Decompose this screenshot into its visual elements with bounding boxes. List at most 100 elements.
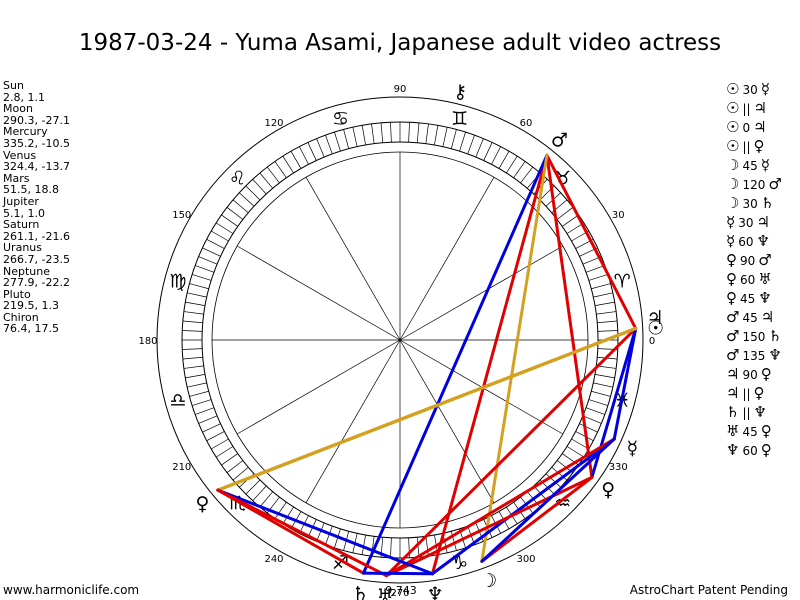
planet-coords: 76.4, 17.5	[3, 322, 59, 336]
aspect-row: ☉ || ♃	[726, 99, 782, 118]
degree-tick	[588, 399, 609, 406]
degree-tick	[593, 292, 613, 298]
degree-tick	[390, 537, 392, 558]
degree-tick	[380, 122, 384, 143]
aspect-planet-1-glyph: ☉	[726, 80, 740, 98]
aspect-line	[361, 571, 434, 576]
aspect-row: ☿ 30 ♃	[726, 213, 782, 232]
degree-tick	[459, 131, 466, 152]
aspect-line	[384, 475, 594, 578]
degree-tick	[211, 438, 229, 450]
degree-tick	[187, 382, 207, 388]
aspect-line	[361, 153, 549, 575]
degree-tick	[195, 407, 215, 415]
aspect-planet-2-glyph: ♆	[753, 403, 767, 421]
footer-website: www.harmoniclife.com	[3, 583, 140, 597]
degree-tick	[290, 151, 302, 169]
zodiac-sign-glyph: ♊	[451, 108, 468, 130]
aspect-row: ♂ 135 ♆	[726, 346, 782, 365]
outer-circle	[156, 96, 644, 584]
degree-label: 120	[264, 118, 283, 129]
degree-tick	[215, 222, 234, 234]
house-spoke	[399, 339, 495, 503]
extra-label: 9,743	[385, 584, 417, 597]
degree-tick	[182, 348, 203, 350]
degree-tick	[183, 311, 204, 315]
aspect-row: ☽ 30 ♄	[726, 194, 782, 213]
degree-tick	[343, 129, 350, 149]
planet-name: Mercury	[3, 125, 48, 139]
degree-tick	[513, 161, 526, 179]
degree-label: 270	[390, 588, 409, 599]
aspect-line	[480, 153, 549, 563]
aspect-planet-1-glyph: ♀	[726, 251, 737, 269]
planet-name: Chiron	[3, 310, 39, 324]
aspect-planet-1-glyph: ☽	[726, 194, 740, 212]
degree-tick	[585, 407, 605, 415]
degree-tick	[416, 122, 420, 143]
degree-tick	[232, 467, 249, 481]
degree-tick	[551, 467, 568, 481]
degree-tick	[416, 537, 420, 558]
degree-tick	[252, 179, 267, 195]
aspect-row: ♀ 45 ♆	[726, 289, 782, 308]
aspect-planet-1-glyph: ☉	[726, 137, 740, 155]
aspect-planet-2-glyph: ♂	[758, 251, 772, 269]
aspect-angle: 60	[740, 273, 756, 287]
degree-tick	[198, 415, 218, 424]
zodiac-sign-glyph: ♍	[169, 270, 186, 292]
degree-tick	[307, 519, 317, 538]
degree-tick	[334, 131, 341, 152]
degree-tick	[520, 166, 533, 184]
aspect-planet-2-glyph: ♃	[756, 213, 770, 231]
aspect-planet-1-glyph: ♂	[726, 346, 740, 364]
aspect-line	[545, 153, 594, 479]
planet-name: Jupiter	[3, 194, 39, 208]
aspect-row: ♂ 150 ♄	[726, 327, 782, 346]
degree-tick	[211, 230, 229, 242]
house-spoke	[399, 245, 563, 341]
planet-coords: 219.5, 1.3	[3, 299, 59, 313]
aspect-planet-1-glyph: ♀	[726, 289, 737, 307]
degree-tick	[202, 423, 221, 433]
degree-tick	[579, 423, 598, 433]
degree-tick	[182, 330, 203, 332]
degree-tick	[185, 301, 206, 306]
aspect-planet-2-glyph: ♅	[758, 270, 772, 288]
zodiac-sign-glyph: ♌	[229, 167, 246, 189]
planet-glyph: ♀	[196, 493, 210, 515]
degree-tick	[596, 311, 617, 315]
degree-tick	[299, 146, 309, 165]
degree-tick	[259, 172, 273, 189]
degree-tick	[361, 534, 366, 555]
aspect-angle: 120	[742, 178, 766, 192]
planet-name: Moon	[3, 102, 33, 116]
planet-coords: 2.8, 1.1	[3, 90, 45, 104]
aspect-planet-1-glyph: ♀	[726, 270, 737, 288]
aspect-angle: ||	[742, 387, 751, 401]
aspect-line	[545, 153, 638, 330]
degree-label: 240	[264, 554, 283, 565]
aspect-angle: 45	[742, 311, 758, 325]
aspect-planet-2-glyph: ☿	[760, 80, 770, 98]
degree-tick	[334, 528, 341, 549]
degree-tick	[594, 374, 615, 379]
aspect-planet-1-glyph: ♄	[726, 403, 740, 421]
degree-tick	[198, 256, 218, 265]
aspect-row: ♃ 90 ♀	[726, 365, 782, 384]
house-spoke	[305, 339, 401, 503]
house-spoke	[237, 245, 401, 341]
aspect-line	[430, 153, 549, 576]
degree-tick	[408, 122, 410, 143]
degree-tick	[591, 390, 611, 397]
degree-tick	[221, 214, 239, 227]
planet-name: Mars	[3, 171, 30, 185]
degree-label: 210	[172, 462, 191, 473]
degree-tick	[325, 135, 333, 155]
degree-tick	[226, 207, 244, 220]
aspect-line	[384, 437, 616, 578]
planet-glyph: ♄	[352, 583, 369, 600]
aspect-row: ☉ 30 ☿	[726, 80, 782, 99]
aspect-planet-2-glyph: ♀	[760, 441, 772, 459]
degree-tick	[588, 274, 609, 281]
